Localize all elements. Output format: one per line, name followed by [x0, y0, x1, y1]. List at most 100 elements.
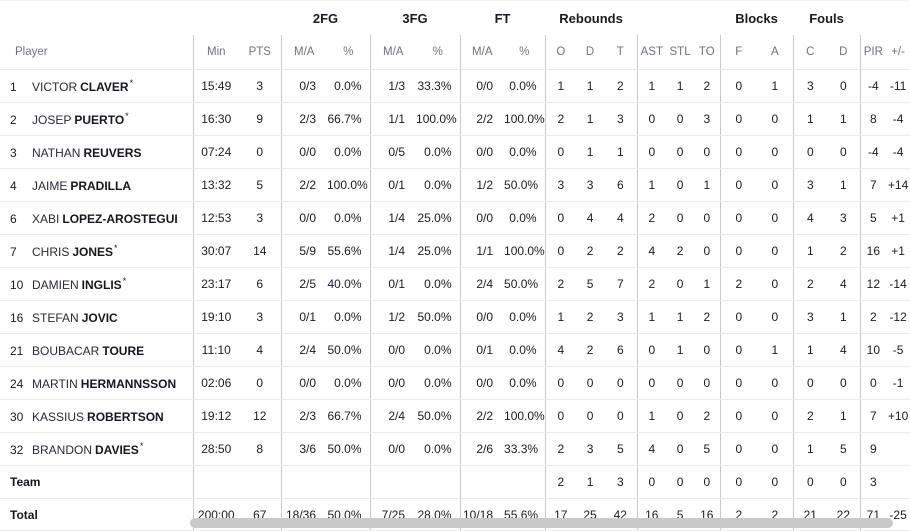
stat-steals: 1 — [666, 300, 695, 334]
group-header-rebounds: Rebounds — [559, 10, 623, 26]
stat-2fg-percent: 0.0% — [327, 135, 371, 169]
player-cell[interactable]: 30 KASSIUS ROBERTSON — [0, 399, 193, 433]
player-cell[interactable]: 16 STEFAN JOVIC — [0, 300, 193, 334]
player-row[interactable]: 16 STEFAN JOVIC 19:10 3 0/1 0.0% 1/2 50.0%… — [0, 300, 910, 334]
stat-2fg-made-attempted: 0/0 — [280, 135, 327, 169]
stat-turnovers: 0 — [694, 333, 721, 367]
stat-assists: 2 — [636, 201, 667, 235]
stat-fouls-drawn: 0 — [827, 69, 861, 103]
stat-plusminus: -1 — [886, 366, 910, 400]
stat-blocks-favor: 0 — [719, 366, 758, 400]
group-header-spacer — [860, 1, 910, 35]
stat-minutes — [192, 465, 239, 499]
player-last-name: REUVERS — [83, 146, 142, 160]
stat-3fg-percent: 25.0% — [416, 201, 461, 235]
stat-minutes: 02:06 — [192, 366, 239, 400]
stat-offensive-rebounds: 2 — [544, 102, 577, 136]
stat-ft-percent: 0.0% — [504, 333, 546, 367]
jersey-number: 4 — [10, 179, 17, 193]
stat-ft-made-attempted: 0/0 — [459, 201, 505, 235]
stat-blocks-against: 0 — [757, 432, 794, 466]
stat-total-rebounds: 2 — [604, 69, 638, 103]
player-row[interactable]: 10 DAMIEN INGLIS* 23:17 6 2/5 40.0% 0/1 0.… — [0, 267, 910, 301]
jersey-number: 24 — [10, 377, 24, 391]
player-row[interactable]: 30 KASSIUS ROBERTSON 19:12 12 2/3 66.7% 2/… — [0, 399, 910, 433]
stat-2fg-made-attempted: 2/3 — [280, 102, 327, 136]
player-cell[interactable]: 10 DAMIEN INGLIS* — [0, 267, 193, 301]
player-cell[interactable]: 2 JOSEP PUERTO* — [0, 102, 193, 136]
jersey-number: 32 — [10, 443, 24, 457]
player-first-name: BOUBACAR — [32, 344, 100, 358]
stat-minutes: 12:53 — [192, 201, 239, 235]
stat-plusminus: +14 — [886, 168, 910, 202]
player-row[interactable]: 32 BRANDON DAVIES* 28:50 8 3/6 50.0% 0/0 0… — [0, 432, 910, 466]
stat-blocks-against: 0 — [757, 300, 794, 334]
player-row[interactable]: 7 CHRIS JONES* 30:07 14 5/9 55.6% 1/4 25.0… — [0, 234, 910, 268]
player-cell[interactable]: 6 XABI LOPEZ-AROSTEGUI — [0, 201, 193, 235]
column-header-to: TO — [694, 35, 721, 70]
stat-steals: 5 — [676, 508, 684, 522]
stat-blocks-against: 1 — [757, 69, 794, 103]
stat-points: 5 — [239, 168, 281, 202]
stat-minutes: 28:50 — [192, 432, 239, 466]
stat-turnovers: 0 — [694, 135, 721, 169]
stat-2fg-made-attempted: 5/9 — [280, 234, 327, 268]
stat-3fg-percent: 0.0% — [416, 267, 461, 301]
stat-total-rebounds: 0 — [604, 366, 638, 400]
stat-offensive-rebounds: 1 — [544, 300, 577, 334]
group-header-spacer — [0, 1, 193, 35]
stat-2fg-made-attempted: 0/1 — [280, 300, 327, 334]
stat-assists: 0 — [636, 366, 667, 400]
stat-points: 6 — [239, 267, 281, 301]
stat-blocks-against: 0 — [757, 399, 794, 433]
stat-ft-made-attempted: 1/1 — [459, 234, 505, 268]
stat-blocks-favor: 0 — [719, 69, 758, 103]
player-row[interactable]: 6 XABI LOPEZ-AROSTEGUI 12:53 3 0/0 0.0% 1/… — [0, 201, 910, 235]
player-last-name: JOVIC — [81, 311, 118, 325]
player-cell[interactable]: 21 BOUBACAR TOURE — [0, 333, 193, 367]
stat-points: 3 — [239, 69, 281, 103]
horizontal-scrollbar-thumb[interactable] — [190, 518, 893, 528]
player-cell[interactable]: 4 JAIME PRADILLA — [0, 168, 193, 202]
stat-turnovers: 3 — [694, 102, 721, 136]
stat-3fg-percent: 50.0% — [416, 399, 461, 433]
player-cell[interactable]: 32 BRANDON DAVIES* — [0, 432, 193, 466]
player-row[interactable]: 4 JAIME PRADILLA 13:32 5 2/2 100.0% 0/1 0.… — [0, 168, 910, 202]
player-cell[interactable]: 3 NATHAN REUVERS — [0, 135, 193, 169]
stat-3fg-made-attempted: 1/3 — [369, 69, 417, 103]
stat-fouls-committed: 1 — [792, 234, 828, 268]
column-header-plusminus: +/- — [886, 35, 910, 70]
group-header-spacer — [193, 1, 281, 35]
stat-blocks-against: 0 — [757, 465, 794, 499]
stat-blocks-against: 0 — [757, 135, 794, 169]
stat-fouls-committed: 4 — [792, 201, 828, 235]
stat-3fg-percent — [416, 465, 461, 499]
column-header-fouls-committed: C — [792, 35, 828, 70]
stat-offensive-rebounds: 0 — [544, 366, 577, 400]
player-row[interactable]: 3 NATHAN REUVERS 07:24 0 0/0 0.0% 0/5 0.0%… — [0, 135, 910, 169]
column-header-treb: T — [604, 35, 638, 70]
player-row[interactable]: 2 JOSEP PUERTO* 16:30 9 2/3 66.7% 1/1 100.… — [0, 102, 910, 136]
stat-3fg-made-attempted: 0/1 — [369, 168, 417, 202]
stat-fouls-committed: 3 — [792, 168, 828, 202]
player-cell[interactable]: 7 CHRIS JONES* — [0, 234, 193, 268]
stat-total-rebounds: 6 — [604, 333, 638, 367]
stat-fouls-drawn: 1 — [827, 399, 861, 433]
stat-2fg-made-attempted — [280, 465, 327, 499]
column-header-3fg-pct: % — [416, 35, 461, 70]
stat-minutes: 15:49 — [192, 69, 239, 103]
stat-ft-percent: 0.0% — [504, 69, 546, 103]
stat-offensive-rebounds: 0 — [544, 399, 577, 433]
player-row[interactable]: 21 BOUBACAR TOURE 11:10 4 2/4 50.0% 0/0 0.… — [0, 333, 910, 367]
player-cell[interactable]: 24 MARTIN HERMANNSSON — [0, 366, 193, 400]
stat-turnovers: 1 — [694, 267, 721, 301]
column-header-ft-pct: % — [504, 35, 546, 70]
column-header-oreb: O — [544, 35, 577, 70]
stat-3fg-made-attempted — [369, 465, 417, 499]
player-row[interactable]: 1 VICTOR CLAVER* 15:49 3 0/3 0.0% 1/3 33.3… — [0, 69, 910, 103]
stat-ft-made-attempted: 2/2 — [459, 399, 505, 433]
player-row[interactable]: 24 MARTIN HERMANNSSON 02:06 0 0/0 0.0% 0/0… — [0, 366, 910, 400]
player-cell[interactable]: 1 VICTOR CLAVER* — [0, 69, 193, 103]
